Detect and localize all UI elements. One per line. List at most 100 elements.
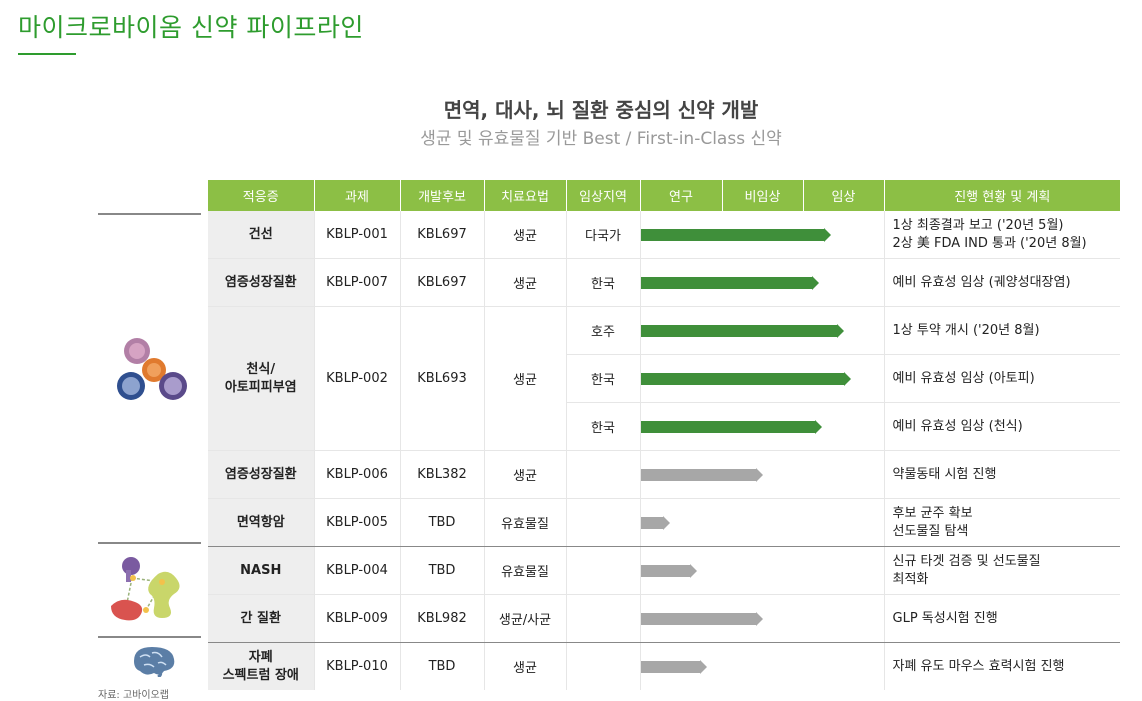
status-cell: 예비 유효성 임상 (아토피): [883, 354, 1120, 403]
project-cell: KBLP-004: [313, 546, 400, 595]
progress-bar: [640, 515, 670, 530]
table-row: 염증성장질환 KBLP-007 KBL697 생균 한국 예비 유효성 임상 (…: [208, 258, 1120, 307]
project-cell: KBLP-006: [313, 450, 400, 499]
table-row: 간 질환 KBLP-009 KBL982 생균/사균 GLP 독성시험 진행: [208, 594, 1120, 643]
header-project: 과제: [313, 180, 400, 211]
indication-cell: 천식/아토피피부염: [208, 306, 314, 451]
therapy-cell: 유효물질: [483, 498, 566, 547]
status-cell: 신규 타겟 검증 및 선도물질 최적화: [883, 546, 1120, 595]
table-row: 한국 예비 유효성 임상 (아토피): [208, 354, 1120, 403]
candidate-cell: KBL693: [399, 306, 484, 451]
status-cell: 예비 유효성 임상 (천식): [883, 402, 1120, 451]
region-cell: [565, 450, 640, 499]
region-cell: 다국가: [565, 211, 640, 259]
indication-cell: 간 질환: [208, 594, 314, 643]
progress-cell: [639, 306, 884, 355]
region-cell: [565, 594, 640, 643]
header-status: 진행 현황 및 계획: [883, 180, 1120, 211]
status-cell: 자폐 유도 마우스 효력시험 진행: [883, 642, 1120, 690]
progress-cell: [639, 354, 884, 403]
progress-cell: [639, 211, 884, 259]
pipeline-table: 적응증 과제 개발후보 치료요법 임상지역 연구 비임상 임상 진행 현황 및 …: [208, 180, 1120, 690]
status-cell: 예비 유효성 임상 (궤양성대장염): [883, 258, 1120, 307]
progress-bar: [640, 467, 763, 482]
region-cell: 한국: [565, 354, 640, 403]
status-cell: 1상 투약 개시 ('20년 8월): [883, 306, 1120, 355]
status-cell: 1상 최종결과 보고 ('20년 5월) 2상 美 FDA IND 통과 ('20…: [883, 211, 1120, 259]
header-research: 연구: [639, 180, 722, 211]
header-preclinical: 비임상: [721, 180, 803, 211]
candidate-cell: TBD: [399, 546, 484, 595]
brain-icon: [134, 647, 175, 677]
group-separator-metabolic: [98, 542, 201, 544]
status-cell: 후보 균주 확보 선도물질 탐색: [883, 498, 1120, 547]
title-underline: [18, 53, 76, 55]
subheadline: 생균 및 유효물질 기반 Best / First-in-Class 신약: [420, 129, 782, 149]
header-indication: 적응증: [208, 180, 314, 211]
project-cell: KBLP-001: [313, 211, 400, 259]
therapy-cell: 유효물질: [483, 546, 566, 595]
page-title: 마이크로바이옴 신약 파이프라인: [18, 13, 364, 42]
header-region: 임상지역: [565, 180, 640, 211]
status-cell: 약물동태 시험 진행: [883, 450, 1120, 499]
progress-cell: [639, 642, 884, 690]
progress-bar: [640, 227, 831, 242]
header-therapy: 치료요법: [483, 180, 566, 211]
candidate-cell: TBD: [399, 498, 484, 547]
table-row: 건선 KBLP-001 KBL697 생균 다국가 1상 최종결과 보고 ('2…: [208, 211, 1120, 259]
therapy-cell: 생균/사균: [483, 594, 566, 643]
immune-cells-icon: [117, 338, 187, 400]
status-cell: GLP 독성시험 진행: [883, 594, 1120, 643]
region-cell: [565, 546, 640, 595]
region-cell: [565, 498, 640, 547]
headline: 면역, 대사, 뇌 질환 중심의 신약 개발: [443, 98, 759, 122]
source-note: 자료: 고바이오랩: [98, 690, 169, 701]
progress-bar: [640, 275, 819, 290]
group-separator-brain: [98, 636, 201, 638]
indication-cell: 염증성장질환: [208, 258, 314, 307]
progress-cell: [639, 450, 884, 499]
project-cell: KBLP-007: [313, 258, 400, 307]
therapy-cell: 생균: [483, 258, 566, 307]
table-row: 자폐 스펙트럼 장애 KBLP-010 TBD 생균 자폐 유도 마우스 효력시험…: [208, 642, 1120, 690]
region-cell: 호주: [565, 306, 640, 355]
therapy-cell: 생균: [483, 211, 566, 259]
project-cell: KBLP-005: [313, 498, 400, 547]
candidate-cell: KBL382: [399, 450, 484, 499]
progress-bar: [640, 659, 707, 674]
header-candidate: 개발후보: [399, 180, 484, 211]
progress-cell: [639, 258, 884, 307]
table-row: 면역항암 KBLP-005 TBD 유효물질 후보 균주 확보 선도물질 탐색: [208, 498, 1120, 547]
progress-bar: [640, 371, 851, 386]
header-clinical: 임상: [802, 180, 884, 211]
table-row: 염증성장질환 KBLP-006 KBL382 생균 약물동태 시험 진행: [208, 450, 1120, 499]
progress-cell: [639, 402, 884, 451]
candidate-cell: KBL697: [399, 211, 484, 259]
candidate-cell: KBL697: [399, 258, 484, 307]
candidate-cell: TBD: [399, 642, 484, 690]
table-row: 천식/아토피피부염 KBLP-002 KBL693 생균 호주 1상 투약 개시…: [208, 306, 1120, 451]
progress-cell: [639, 498, 884, 547]
project-cell: KBLP-010: [313, 642, 400, 690]
progress-cell: [639, 594, 884, 643]
progress-bar: [640, 323, 844, 338]
indication-cell: 염증성장질환: [208, 450, 314, 499]
progress-bar: [640, 611, 763, 626]
group-separator-top: [98, 213, 201, 215]
indication-cell: 건선: [208, 211, 314, 259]
indication-cell: 면역항암: [208, 498, 314, 547]
region-cell: 한국: [565, 402, 640, 451]
project-cell: KBLP-002: [313, 306, 400, 451]
region-cell: [565, 642, 640, 690]
table-row: NASH KBLP-004 TBD 유효물질 신규 타겟 검증 및 선도물질 최적…: [208, 546, 1120, 595]
therapy-cell: 생균: [483, 306, 566, 451]
region-cell: 한국: [565, 258, 640, 307]
indication-cell: 자폐 스펙트럼 장애: [208, 642, 314, 690]
candidate-cell: KBL982: [399, 594, 484, 643]
organs-icon: [111, 557, 180, 621]
progress-bar: [640, 419, 822, 434]
therapy-cell: 생균: [483, 450, 566, 499]
indication-cell: NASH: [208, 546, 314, 595]
table-row: 한국 예비 유효성 임상 (천식): [208, 402, 1120, 451]
progress-cell: [639, 546, 884, 595]
